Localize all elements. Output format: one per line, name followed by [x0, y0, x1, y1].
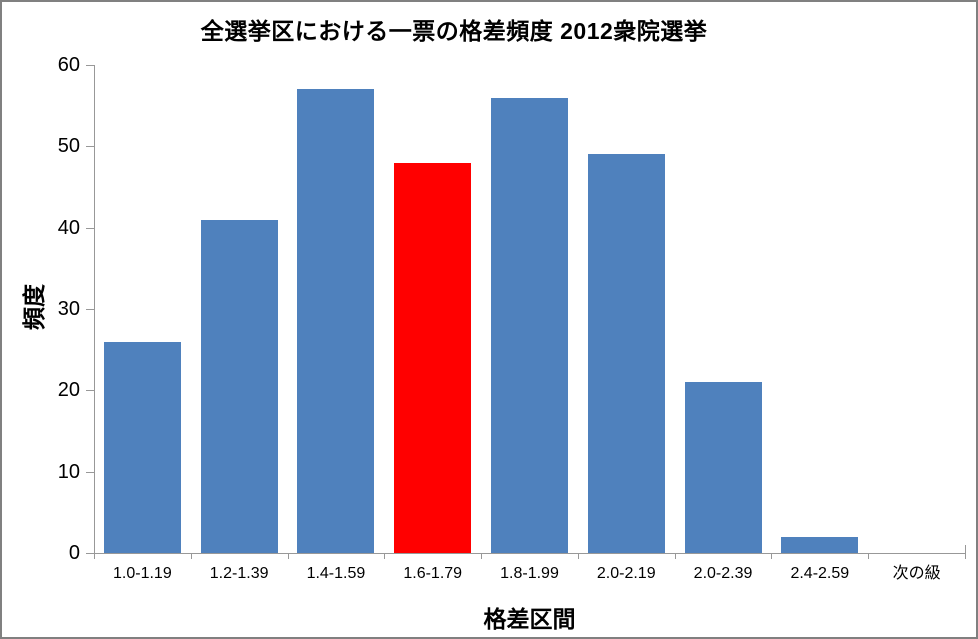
- x-tick-label: 次の級: [892, 565, 941, 582]
- y-axis-tick: [86, 390, 94, 392]
- y-axis-tick: [86, 553, 94, 554]
- bar-1.4-1.59: [297, 89, 375, 553]
- y-tick-label: 50: [57, 135, 80, 158]
- y-axis-tick: [86, 309, 94, 310]
- y-axis-tick: [86, 146, 94, 148]
- x-tick-label: 1.6-1.79: [403, 565, 463, 582]
- x-axis-tick: [481, 553, 483, 559]
- bar-1.8-1.99: [491, 97, 568, 553]
- x-axis-tick: [384, 553, 386, 559]
- x-tick-label: 1.4-1.59: [306, 565, 366, 582]
- y-tick-label: 30: [57, 298, 80, 320]
- y-tick-label: 20: [57, 379, 80, 402]
- x-axis-tick: [674, 553, 676, 559]
- x-axis-tick: [577, 553, 579, 559]
- bar-2.0-2.19: [587, 154, 665, 553]
- x-tick-label: 2.0-2.19: [596, 565, 656, 582]
- bar-1.0-1.19: [103, 341, 181, 553]
- x-axis-tick: [287, 553, 289, 559]
- y-tick-label: 10: [57, 460, 80, 483]
- x-axis-tick: [868, 553, 870, 559]
- y-tick-label: 60: [57, 54, 80, 76]
- bar-2.0-2.39: [684, 382, 762, 553]
- y-tick-label: 40: [57, 216, 80, 239]
- x-tick-label: 1.2-1.39: [209, 565, 269, 582]
- x-axis-tick: [94, 553, 95, 559]
- bar-1.6-1.79: [394, 162, 472, 553]
- x-tick-label: 1.8-1.99: [500, 565, 559, 582]
- bar-2.4-2.59: [781, 536, 859, 553]
- x-tick-label: 2.0-2.39: [693, 565, 753, 582]
- x-axis-tick: [190, 553, 192, 559]
- x-axis-line: [87, 553, 965, 554]
- y-axis-tick: [86, 227, 94, 229]
- y-tick-label: 0: [68, 542, 80, 564]
- x-axis-title: 格差区間: [483, 606, 576, 632]
- x-axis-end-tick: [965, 545, 966, 553]
- x-axis-tick: [965, 553, 966, 559]
- x-tick-label: 1.0-1.19: [113, 565, 172, 582]
- y-axis-tick: [86, 471, 94, 473]
- bar-1.2-1.39: [200, 219, 278, 553]
- chart-title: 全選挙区における一票の格差頻度 2012衆院選挙: [200, 18, 708, 44]
- x-axis-tick: [771, 553, 773, 559]
- y-axis-line: [94, 65, 95, 559]
- x-tick-label: 2.4-2.59: [790, 565, 850, 582]
- y-axis-tick: [86, 65, 94, 66]
